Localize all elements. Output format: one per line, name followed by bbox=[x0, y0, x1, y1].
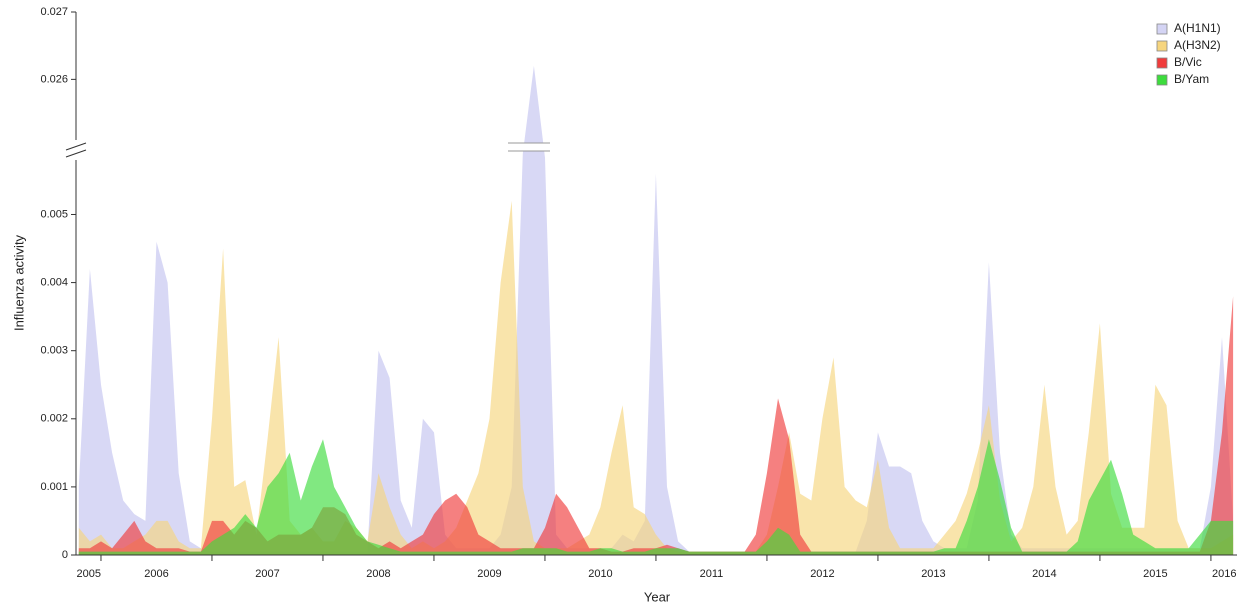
legend-swatch bbox=[1156, 23, 1168, 35]
y-tick-label: 0.004 bbox=[40, 276, 68, 288]
y-tick-label: 0.026 bbox=[40, 73, 68, 85]
x-tick-label: 2014 bbox=[1032, 568, 1056, 580]
area bbox=[78, 439, 1234, 555]
y-axis-title: Influenza activity bbox=[11, 234, 26, 331]
axis-break bbox=[65, 142, 87, 151]
break-band bbox=[77, 144, 1237, 156]
y-tick-label: 0.027 bbox=[40, 6, 68, 18]
x-tick-label: 2013 bbox=[921, 568, 945, 580]
y-tick-label: 0 bbox=[62, 549, 68, 561]
x-tick-label: 2008 bbox=[366, 568, 390, 580]
legend-label: A(H1N1) bbox=[1174, 21, 1221, 35]
x-tick-label: 2011 bbox=[700, 568, 724, 580]
y-tick-label: 0.001 bbox=[40, 481, 68, 493]
y-tick-label: 0.003 bbox=[40, 345, 68, 357]
x-tick-label: 2010 bbox=[588, 568, 612, 580]
legend-label: A(H3N2) bbox=[1174, 38, 1221, 52]
x-tick-label: 2005 bbox=[77, 568, 101, 580]
y-tick-label: 0.002 bbox=[40, 413, 68, 425]
x-tick-label: 2015 bbox=[1143, 568, 1167, 580]
x-tick-label: 2009 bbox=[477, 568, 501, 580]
plot-area bbox=[78, 65, 1234, 556]
axis-break bbox=[65, 149, 87, 158]
area bbox=[78, 65, 1234, 556]
legend-label: B/Yam bbox=[1174, 72, 1209, 86]
x-axis-title: Year bbox=[644, 589, 671, 604]
legend-swatch bbox=[1156, 40, 1168, 52]
x-tick-label: 2016 bbox=[1212, 568, 1236, 580]
y-tick-label: 0.005 bbox=[40, 208, 68, 220]
legend-swatch bbox=[1156, 57, 1168, 69]
x-tick-label: 2007 bbox=[255, 568, 279, 580]
legend-swatch bbox=[1156, 74, 1168, 86]
legend-label: B/Vic bbox=[1174, 55, 1202, 69]
x-tick-label: 2006 bbox=[144, 568, 168, 580]
x-tick-label: 2012 bbox=[810, 568, 834, 580]
break-gap bbox=[508, 143, 550, 151]
